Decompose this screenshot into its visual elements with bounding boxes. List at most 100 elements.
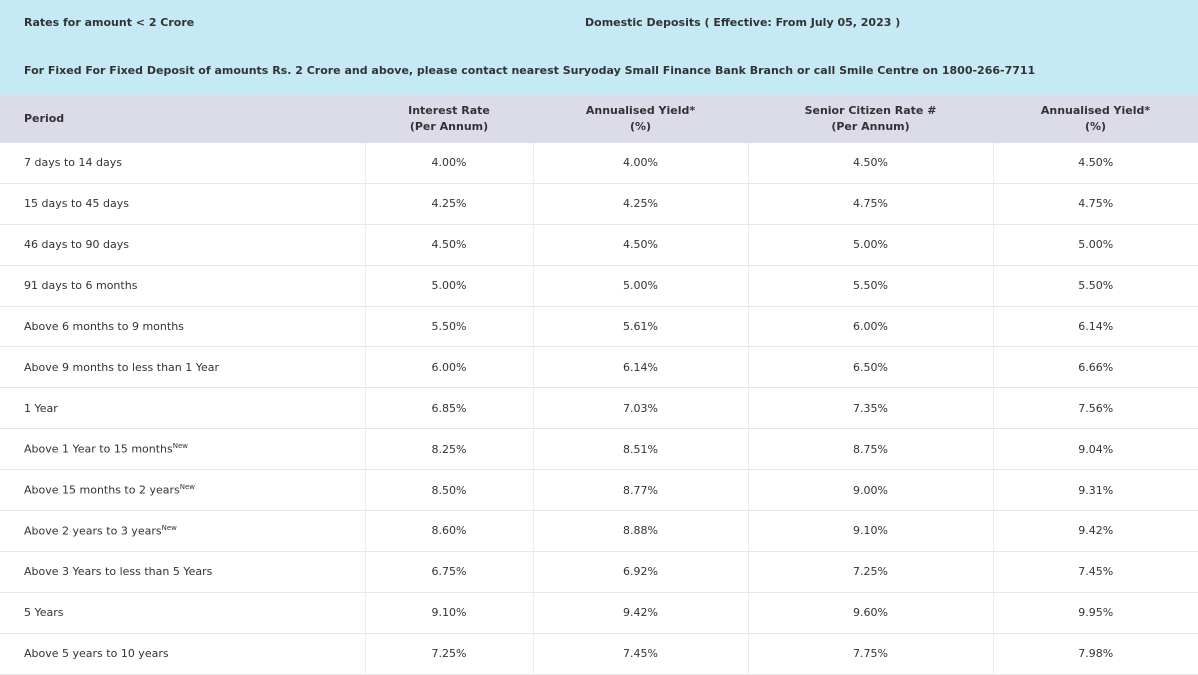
data-row: Above 9 months to less than 1 Year 6.00% 6… — [0, 346, 1198, 389]
period: Above 2 years to 3 years — [24, 524, 162, 538]
data-row: 15 days to 45 days 4.25% 4.25% 4.75% 4.75% — [0, 183, 1198, 225]
rate-cell: 5.50% — [364, 306, 533, 348]
data-row: 7 days to 14 days 4.00% 4.00% 4.50% 4.50% — [0, 143, 1198, 184]
rate-cell: 8.25% — [364, 428, 533, 471]
rate-cell: 4.25% — [364, 183, 533, 225]
rate-cell: 9.31% — [992, 469, 1198, 512]
period-cell: Above 2 years to 3 yearsNew — [0, 510, 365, 552]
rate-cell: 5.61% — [532, 306, 748, 348]
period-cell: Above 3 Years to less than 5 Years — [0, 551, 365, 593]
period: Above 1 Year to 15 months — [24, 443, 173, 456]
header-cell: Annualised Yield* (%) — [993, 95, 1198, 143]
data-row: 5 Years 9.10% 9.42% 9.60% 9.95% — [0, 592, 1198, 634]
rate-cell: 9.00% — [747, 469, 993, 512]
data-row: Above 5 years to 10 years 7.25% 7.45% 7.75%… — [0, 633, 1198, 675]
new-badge: New — [161, 524, 177, 533]
rate-cell: 5.00% — [532, 265, 748, 307]
rate-cell: 4.00% — [532, 143, 748, 184]
rate-cell: 6.14% — [532, 346, 748, 389]
header-sub: (Per Annum) — [831, 120, 910, 133]
rate-cell: 9.10% — [364, 592, 533, 634]
rate-cell: 7.35% — [747, 387, 993, 430]
period: 1 Year — [24, 401, 58, 415]
rate-cell: 5.00% — [364, 265, 533, 307]
rate-cell: 5.50% — [992, 265, 1198, 307]
banner-center: Domestic Deposits ( Effective: From July… — [365, 0, 1198, 45]
rate-cell: 6.85% — [364, 387, 533, 430]
header-sub: (%) — [1084, 120, 1107, 133]
rate-cell: 9.95% — [992, 592, 1198, 634]
period-cell: 46 days to 90 days — [0, 224, 365, 266]
header-sub: (Per Annum) — [409, 120, 489, 133]
rate-cell: 8.88% — [532, 510, 748, 552]
rate-cell: 6.75% — [364, 551, 533, 593]
rate-cell: 6.00% — [747, 306, 993, 348]
period-cell: 15 days to 45 days — [0, 183, 365, 225]
period-cell: Above 6 months to 9 months — [0, 306, 365, 348]
period-cell: Above 5 years to 10 years — [0, 633, 365, 675]
banner-row: Rates for amount < 2 Crore Domestic Depo… — [0, 0, 1198, 45]
data-row: 46 days to 90 days 4.50% 4.50% 5.00% 5.00% — [0, 224, 1198, 266]
rate-cell: 9.42% — [532, 592, 748, 634]
rate-cell: 8.50% — [364, 469, 533, 512]
rate-cell: 5.50% — [747, 265, 993, 307]
rate-cell: 4.50% — [364, 224, 533, 266]
period: 5 Years — [24, 606, 64, 620]
period: Above 3 Years to less than 5 Years — [24, 565, 213, 579]
period: 91 days to 6 months — [24, 279, 138, 293]
rate-cell: 8.75% — [747, 428, 993, 471]
rate-cell: 9.42% — [992, 510, 1198, 552]
period-cell: 7 days to 14 days — [0, 143, 365, 184]
period: 15 days to 45 days — [24, 197, 129, 211]
data-row: Above 6 months to 9 months 5.50% 5.61% 6.00… — [0, 306, 1198, 348]
rate-cell: 6.66% — [992, 346, 1198, 389]
rate-cell: 6.14% — [992, 306, 1198, 348]
rate-cell: 9.10% — [747, 510, 993, 552]
rate-cell: 8.77% — [532, 469, 748, 512]
data-row: Above 3 Years to less than 5 Years 6.75% 6… — [0, 551, 1198, 593]
period: 7 days to 14 days — [24, 156, 122, 170]
header-cell: Annualised Yield* (%) — [533, 95, 748, 143]
header-row: Period Interest Rate (Per Annum) Annualised… — [0, 95, 1198, 143]
header-cell: Period — [0, 95, 365, 143]
rate-cell: 6.00% — [364, 346, 533, 389]
rate-cell: 5.00% — [992, 224, 1198, 266]
period-cell: Above 15 months to 2 yearsNew — [0, 469, 365, 512]
rate-cell: 9.04% — [992, 428, 1198, 471]
rate-cell: 7.03% — [532, 387, 748, 430]
rate-cell: 7.98% — [992, 633, 1198, 675]
data-row: Above 2 years to 3 yearsNew 8.60% 8.88% 9.1… — [0, 510, 1198, 552]
header-title: Senior Citizen Rate # — [804, 104, 937, 117]
period: Above 6 months to 9 months — [24, 320, 184, 333]
rate-cell: 6.92% — [532, 551, 748, 593]
header-title: Annualised Yield* — [1040, 104, 1151, 117]
rate-cell: 4.75% — [992, 183, 1198, 225]
period-cell: 1 Year — [0, 387, 365, 430]
period-cell: Above 9 months to less than 1 Year — [0, 346, 365, 389]
period-cell: 91 days to 6 months — [0, 265, 365, 307]
header-title: Interest Rate — [408, 104, 490, 117]
rate-cell: 7.75% — [747, 633, 993, 675]
rate-cell: 7.45% — [532, 633, 748, 675]
rate-cell: 7.45% — [992, 551, 1198, 593]
banner-left: Rates for amount < 2 Crore — [0, 0, 365, 45]
rate-cell: 9.60% — [747, 592, 993, 634]
rate-cell: 8.51% — [532, 428, 748, 471]
note-row: For Fixed For Fixed Deposit of amounts R… — [0, 45, 1198, 95]
header-cell: Senior Citizen Rate # (Per Annum) — [748, 95, 993, 143]
header-sub: (%) — [629, 120, 652, 133]
rate-cell: 4.75% — [747, 183, 993, 225]
rate-cell: 7.56% — [992, 387, 1198, 430]
rate-cell: 6.50% — [747, 346, 993, 389]
rate-cell: 8.60% — [364, 510, 533, 552]
rate-cell: 4.50% — [747, 143, 993, 184]
rate-cell: 4.50% — [532, 224, 748, 266]
data-row: Above 1 Year to 15 monthsNew 8.25% 8.51% 8.… — [0, 428, 1198, 471]
rate-cell: 7.25% — [747, 551, 993, 593]
period: Above 15 months to 2 years — [24, 483, 180, 497]
period: Above 5 years to 10 years — [24, 647, 169, 661]
rate-cell: 4.00% — [364, 143, 533, 184]
